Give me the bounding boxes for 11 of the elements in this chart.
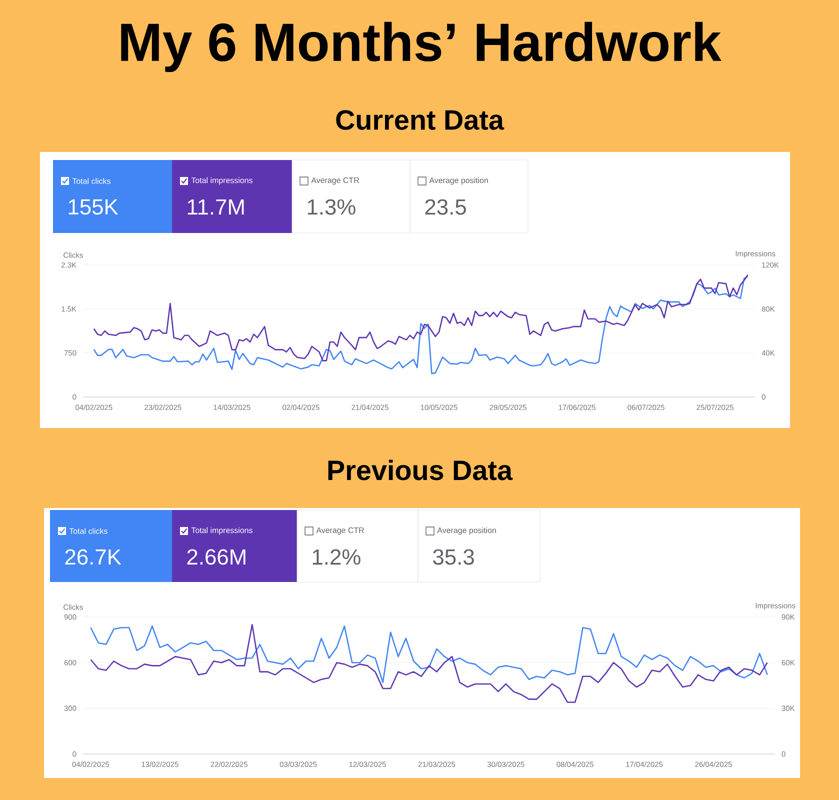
text: 155K	[68, 199, 118, 215]
chart-title: Previous Data	[328, 460, 513, 480]
text: 35.3	[433, 549, 474, 565]
text: 11.7M	[188, 199, 244, 215]
text: 1.3%	[308, 199, 356, 215]
text: 2.66M	[187, 549, 246, 565]
chart-title: My 6 Months’ Hardwork	[121, 22, 722, 72]
text: 26.7K	[65, 549, 122, 565]
text: 1.2%	[312, 549, 360, 565]
text: 23.5	[425, 199, 466, 215]
chart-subtitle: Current Data	[336, 110, 504, 130]
